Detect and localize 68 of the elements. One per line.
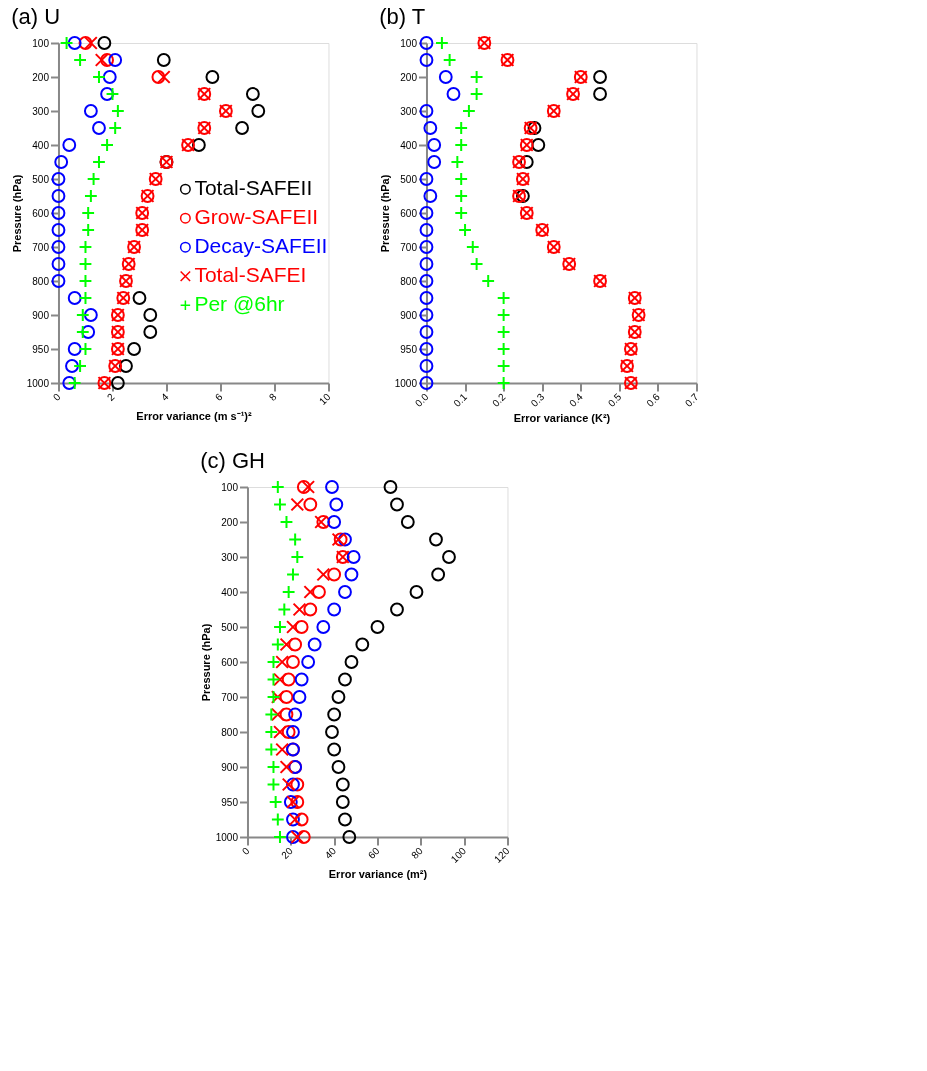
- legend-label: Per @6hr: [194, 292, 285, 316]
- y-tick-label: 400: [32, 139, 50, 151]
- x-tick-label: 0.7: [682, 390, 701, 409]
- x-tick-label: 0.1: [451, 390, 470, 409]
- y-tick-label: 700: [32, 241, 50, 253]
- x-tick-label: 0.2: [490, 390, 508, 409]
- y-tick-label: 900: [32, 309, 50, 321]
- x-tick-label: 4: [158, 390, 171, 403]
- y-tick-label: 200: [32, 71, 50, 83]
- x-tick-label: 8: [266, 390, 279, 403]
- y-tick-label: 300: [400, 105, 418, 117]
- x-tick-label: 0.6: [644, 390, 663, 409]
- y-tick-label: 600: [221, 656, 239, 668]
- x-tick-label: 0.3: [528, 390, 547, 409]
- y-tick-label: 100: [32, 37, 50, 49]
- y-tick-label: 800: [221, 726, 239, 738]
- legend-label: Decay-SAFEII: [194, 234, 328, 258]
- y-axis-title: Pressure (hPa): [378, 174, 391, 253]
- chart-title: (b) T: [379, 4, 426, 30]
- y-tick-label: 800: [400, 275, 418, 287]
- y-tick-label: 1000: [26, 377, 50, 389]
- x-axis-title: Error variance (m s⁻¹)²: [136, 409, 252, 422]
- x-tick-label: 10: [316, 390, 333, 407]
- chart-title: (c) GH: [200, 448, 265, 474]
- x-tick-label: 0: [50, 390, 63, 403]
- x-tick-label: 80: [409, 844, 426, 861]
- y-tick-label: 700: [400, 241, 418, 253]
- legend-label: Total-SAFEI: [194, 263, 307, 287]
- y-axis-title: Pressure (hPa): [10, 174, 23, 253]
- y-tick-label: 200: [400, 71, 418, 83]
- x-axis-title: Error variance (m²): [328, 867, 428, 880]
- x-tick-label: 2: [104, 390, 117, 403]
- x-tick-label: 40: [322, 844, 339, 861]
- y-tick-label: 300: [221, 551, 239, 563]
- x-tick-label: 0.0: [412, 390, 431, 409]
- x-tick-label: 60: [365, 844, 382, 861]
- x-tick-label: 120: [491, 844, 512, 865]
- y-tick-label: 300: [32, 105, 50, 117]
- y-tick-label: 500: [400, 173, 418, 185]
- y-tick-label: 950: [221, 796, 239, 808]
- y-tick-label: 200: [221, 516, 239, 528]
- y-tick-label: 1000: [394, 377, 418, 389]
- y-tick-label: 100: [221, 481, 239, 493]
- y-tick-label: 100: [400, 37, 418, 49]
- y-tick-label: 800: [32, 275, 50, 287]
- y-tick-label: 700: [221, 691, 239, 703]
- y-tick-label: 1000: [215, 831, 239, 843]
- x-tick-label: 100: [448, 844, 469, 865]
- y-axis-title: Pressure (hPa): [199, 623, 212, 702]
- x-tick-label: 0.5: [605, 390, 624, 409]
- x-axis-title: Error variance (K²): [513, 411, 611, 424]
- x-tick-label: 0.4: [567, 390, 586, 409]
- y-tick-label: 950: [400, 343, 418, 355]
- legend-label: Total-SAFEII: [194, 176, 313, 200]
- legend-label: Grow-SAFEII: [194, 205, 319, 229]
- y-tick-label: 500: [221, 621, 239, 633]
- y-tick-label: 400: [221, 586, 239, 598]
- y-tick-label: 950: [32, 343, 50, 355]
- x-tick-label: 6: [212, 390, 225, 403]
- x-tick-label: 20: [279, 844, 296, 861]
- x-tick-label: 0: [239, 844, 252, 857]
- y-tick-label: 900: [221, 761, 239, 773]
- y-tick-label: 400: [400, 139, 418, 151]
- y-tick-label: 600: [32, 207, 50, 219]
- chart-title: (a) U: [11, 4, 61, 30]
- y-tick-label: 500: [32, 173, 50, 185]
- y-tick-label: 900: [400, 309, 418, 321]
- y-tick-label: 600: [400, 207, 418, 219]
